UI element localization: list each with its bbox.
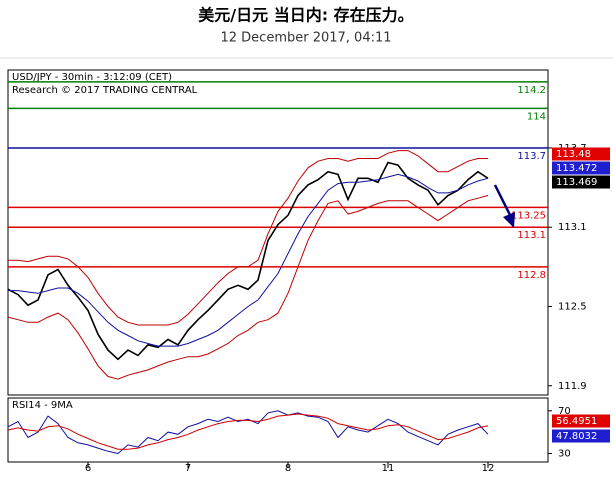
level-label: 113.1 <box>517 230 546 241</box>
series-line <box>7 410 489 455</box>
series-line <box>7 161 489 361</box>
price-badge <box>552 414 610 428</box>
x-tick-label: 12 <box>482 463 495 474</box>
level-label: 114 <box>527 111 546 122</box>
price-badge <box>552 429 610 443</box>
price-badge-label: 47.8032 <box>556 431 597 442</box>
price-badge <box>552 161 610 175</box>
x-tick-label: 7 <box>185 463 191 474</box>
price-panel <box>7 69 549 396</box>
level-label: 112.8 <box>517 270 546 281</box>
arrow <box>493 184 512 216</box>
series-line <box>8 150 488 326</box>
instrument-label: USD/JPY - 30min - 3:12:09 (CET) <box>12 72 172 83</box>
source-label: Research © 2017 TRADING CENTRAL <box>12 85 198 96</box>
price-badge-label: 113.469 <box>556 177 597 188</box>
x-tick-label: 6 <box>85 463 91 474</box>
y-tick-label: 30 <box>558 448 571 459</box>
arrow-head <box>503 212 515 228</box>
series-line <box>7 413 489 450</box>
y-tick-label: 70 <box>558 406 571 417</box>
price-badge <box>552 147 610 161</box>
level-label: 113.25 <box>511 210 546 221</box>
price-badge <box>552 175 610 189</box>
price-badge-label: 113.472 <box>556 163 597 174</box>
level-label: 113.7 <box>517 151 546 162</box>
chart-subtitle: 12 December 2017, 04:11 <box>220 31 391 46</box>
y-tick-label: 113.1 <box>558 222 587 233</box>
series-line <box>8 173 489 347</box>
rsi-label: RSI14 - 9MA <box>12 400 73 411</box>
y-tick-label: 111.9 <box>558 381 587 392</box>
header <box>0 0 613 58</box>
x-tick-label: 11 <box>382 463 395 474</box>
series-line <box>7 195 489 380</box>
price-badge-label: 56.4951 <box>556 416 597 427</box>
rsi-panel <box>7 397 549 463</box>
level-label: 114.2 <box>517 85 546 96</box>
marks: 113.7113.1112.5111.9114.2114113.7113.251… <box>7 81 610 474</box>
y-tick-label: 112.5 <box>558 301 587 312</box>
chart-title: 美元/日元 当日内: 存在压力。 <box>198 6 413 25</box>
price-badge-label: 113.48 <box>556 149 591 160</box>
x-tick-label: 8 <box>285 463 291 474</box>
